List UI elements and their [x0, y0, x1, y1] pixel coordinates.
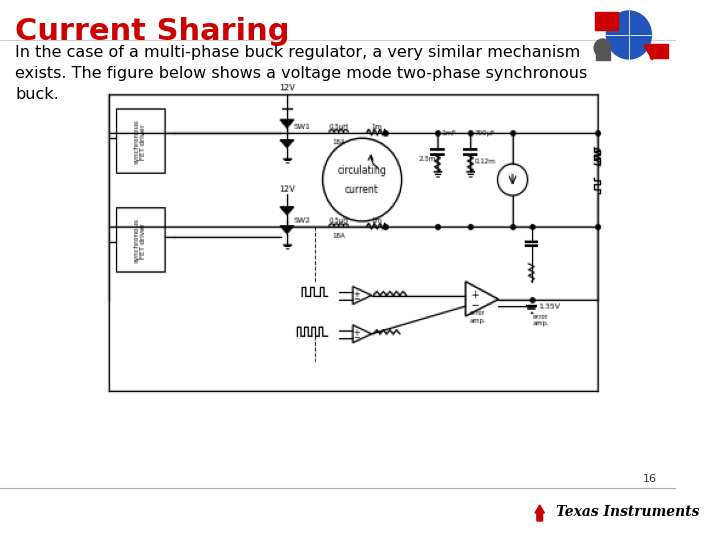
Polygon shape [644, 45, 657, 60]
Circle shape [606, 11, 652, 59]
Text: In the case of a multi-phase buck regulator, a very similar mechanism
exists. Th: In the case of a multi-phase buck regula… [15, 45, 588, 102]
Circle shape [594, 39, 611, 57]
Bar [595, 12, 618, 30]
Text: Current Sharing: Current Sharing [15, 17, 289, 46]
Bar [649, 44, 668, 58]
Text: Texas Instruments: Texas Instruments [556, 505, 699, 519]
Text: 16: 16 [643, 474, 657, 484]
Bar [596, 52, 610, 60]
Polygon shape [535, 505, 544, 521]
